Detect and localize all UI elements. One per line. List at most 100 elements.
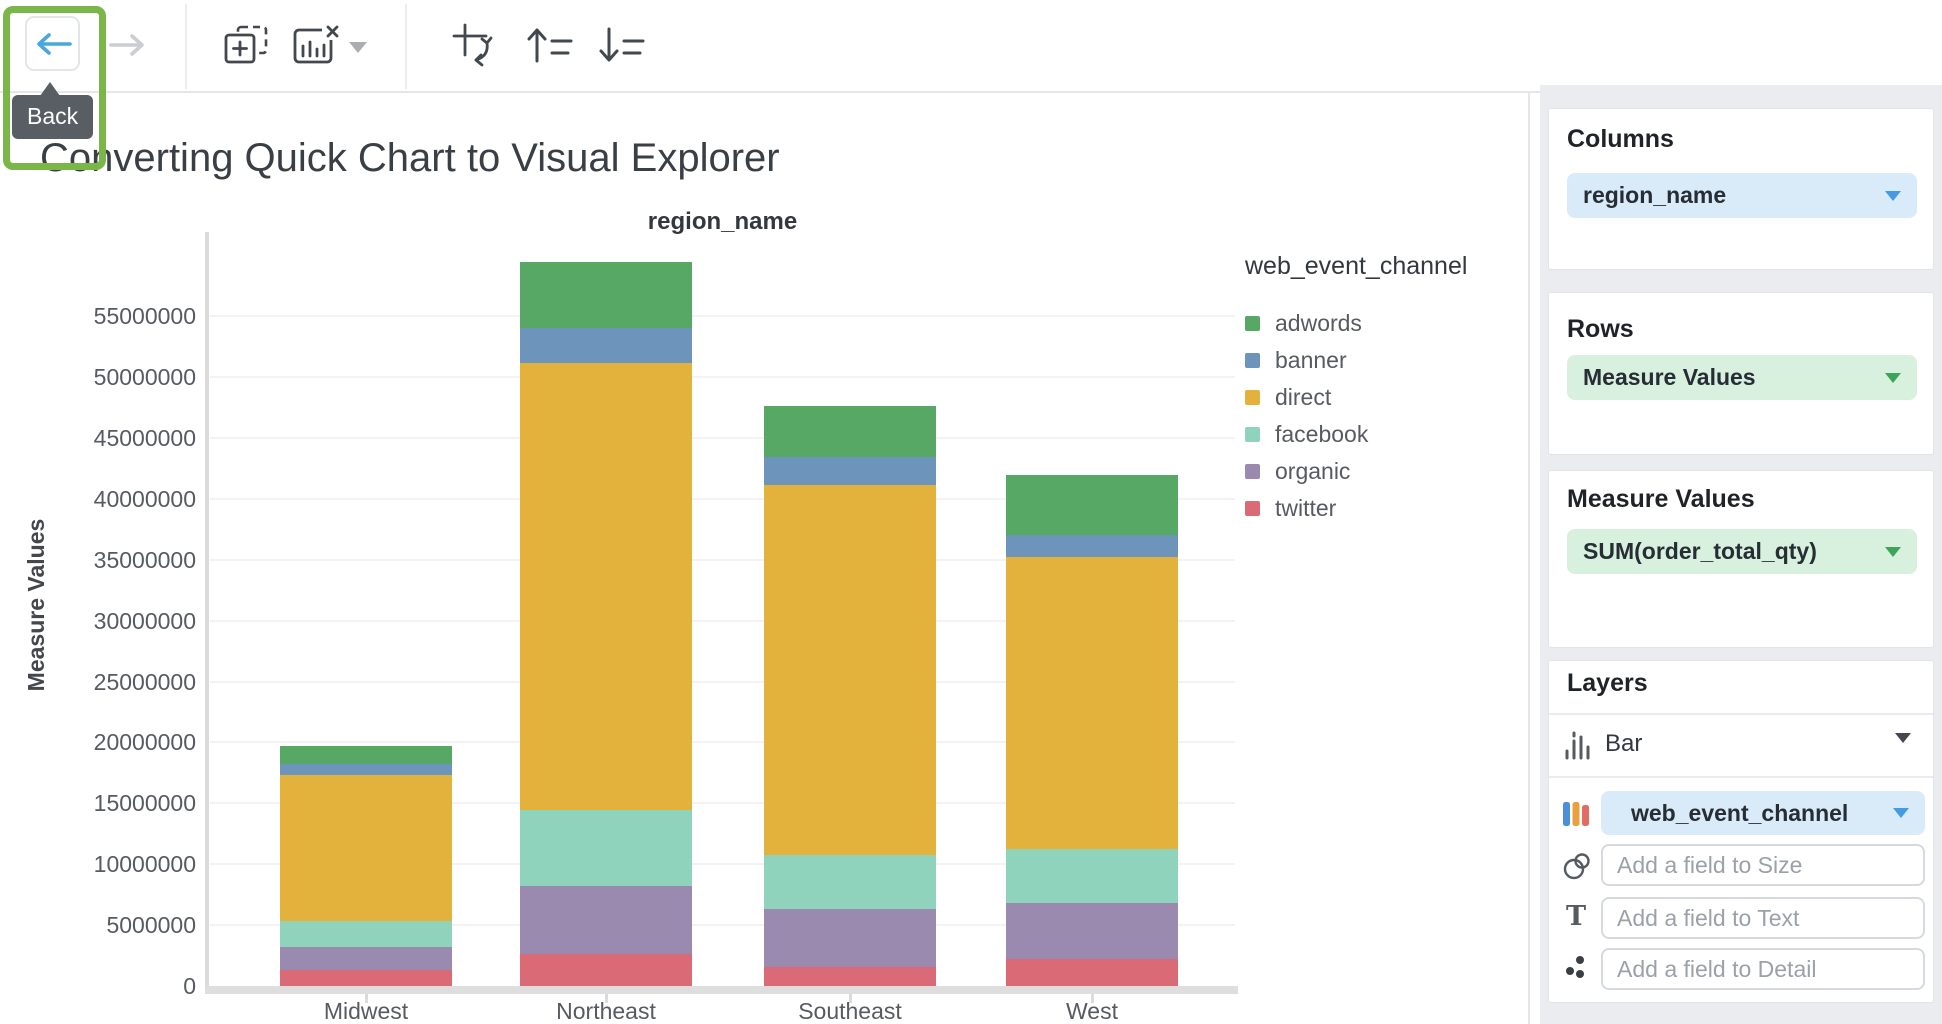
bar-segment-northeast-adwords[interactable] <box>520 262 692 328</box>
bar-segment-west-facebook[interactable] <box>1006 849 1178 903</box>
bar-segment-west-adwords[interactable] <box>1006 475 1178 535</box>
columns-field-label: region_name <box>1583 182 1727 208</box>
legend-title: web_event_channel <box>1245 252 1468 280</box>
back-tooltip: Back <box>12 95 94 139</box>
y-tick-label: 45000000 <box>93 424 196 451</box>
legend-item-twitter[interactable]: twitter <box>1245 490 1525 527</box>
y-tick-label: 55000000 <box>93 303 196 330</box>
y-axis-line <box>205 232 209 994</box>
layers-card: Layers Bar <box>1548 660 1934 1003</box>
legend-swatch-icon <box>1245 353 1260 368</box>
text-field-input[interactable] <box>1601 897 1925 939</box>
bar-segment-midwest-twitter[interactable] <box>280 970 452 986</box>
sort-descending-icon <box>597 26 645 64</box>
bar-segment-midwest-adwords[interactable] <box>280 746 452 764</box>
legend-swatch-icon <box>1245 464 1260 479</box>
bar-segment-southeast-adwords[interactable] <box>764 406 936 457</box>
bar-segment-northeast-direct[interactable] <box>520 363 692 810</box>
legend-label: banner <box>1275 347 1347 373</box>
layers-header: Layers <box>1567 669 1648 697</box>
detail-field-input[interactable] <box>1601 948 1925 990</box>
legend-item-organic[interactable]: organic <box>1245 453 1525 490</box>
bar-segment-northeast-organic[interactable] <box>520 886 692 954</box>
bar-segment-southeast-facebook[interactable] <box>764 855 936 909</box>
swap-axes-button[interactable] <box>450 22 500 68</box>
gridline <box>210 802 1235 805</box>
layer-mark-type[interactable]: Bar <box>1605 730 1643 757</box>
sort-ascending-button[interactable] <box>523 24 575 66</box>
legend-item-adwords[interactable]: adwords <box>1245 305 1525 342</box>
chart-title: region_name <box>647 208 798 235</box>
y-tick-label: 30000000 <box>93 607 196 634</box>
bar-segment-southeast-banner[interactable] <box>764 457 936 485</box>
x-tick-mark <box>605 994 608 1003</box>
add-element-button[interactable] <box>221 22 271 68</box>
x-axis-label: Southeast <box>798 998 902 1024</box>
measure-values-header: Measure Values <box>1567 485 1755 513</box>
bar-segment-midwest-organic[interactable] <box>280 947 452 970</box>
bar-segment-west-direct[interactable] <box>1006 557 1178 849</box>
size-field-input[interactable] <box>1601 844 1925 886</box>
forward-icon <box>108 32 148 58</box>
gridline <box>210 863 1235 866</box>
back-icon <box>33 31 73 57</box>
y-tick-label: 40000000 <box>93 485 196 512</box>
toolbar-divider <box>185 4 187 89</box>
legend: web_event_channel adwords banner direct fac… <box>1245 252 1525 527</box>
legend-item-facebook[interactable]: facebook <box>1245 416 1525 453</box>
legend-label: adwords <box>1275 310 1362 336</box>
chart-type-caret[interactable] <box>347 40 369 54</box>
color-field-pill[interactable]: web_event_channel <box>1601 791 1925 835</box>
color-icon <box>1562 801 1590 827</box>
bar-segment-west-banner[interactable] <box>1006 535 1178 557</box>
chevron-down-icon[interactable] <box>1885 546 1901 557</box>
legend-label: direct <box>1275 384 1332 410</box>
legend-item-direct[interactable]: direct <box>1245 379 1525 416</box>
x-tick-mark <box>849 994 852 1003</box>
sort-descending-button[interactable] <box>595 24 647 66</box>
gridline <box>210 436 1235 439</box>
x-tick-mark <box>1091 994 1094 1003</box>
bar-segment-southeast-organic[interactable] <box>764 909 936 967</box>
legend-label: facebook <box>1275 421 1369 447</box>
gridline <box>210 680 1235 683</box>
y-tick-label: 10000000 <box>93 851 196 878</box>
columns-header: Columns <box>1567 125 1674 153</box>
bar-segment-northeast-facebook[interactable] <box>520 810 692 886</box>
gridline <box>210 924 1235 927</box>
gridline <box>210 497 1235 500</box>
toolbar <box>0 0 1942 93</box>
chevron-down-icon[interactable] <box>1895 733 1911 743</box>
bar-segment-west-twitter[interactable] <box>1006 959 1178 986</box>
bar-segment-northeast-banner[interactable] <box>520 328 692 363</box>
bar-segment-midwest-banner[interactable] <box>280 764 452 775</box>
rows-card: Rows Measure Values <box>1548 292 1934 455</box>
swap-axes-icon <box>452 23 498 67</box>
bar-segment-midwest-direct[interactable] <box>280 775 452 921</box>
delete-chart-button[interactable] <box>290 22 342 68</box>
forward-button[interactable] <box>104 30 152 60</box>
config-panel: Columns region_name Rows Measure Values … <box>1540 85 1942 1024</box>
columns-field-pill[interactable]: region_name <box>1567 173 1917 218</box>
x-axis-label: Midwest <box>323 998 409 1024</box>
legend-label: organic <box>1275 458 1351 484</box>
bar-segment-west-organic[interactable] <box>1006 903 1178 959</box>
rows-header: Rows <box>1567 315 1634 343</box>
bar-segment-northeast-twitter[interactable] <box>520 954 692 986</box>
back-button-highlight-annotation <box>3 6 106 170</box>
gridline <box>210 315 1235 318</box>
chevron-down-icon[interactable] <box>1885 190 1901 201</box>
legend-swatch-icon <box>1245 390 1260 405</box>
bar-segment-midwest-facebook[interactable] <box>280 921 452 947</box>
chevron-down-icon[interactable] <box>1885 372 1901 383</box>
bar-segment-southeast-twitter[interactable] <box>764 967 936 986</box>
page-title: Converting Quick Chart to Visual Explore… <box>40 136 780 180</box>
measure-values-pill[interactable]: SUM(order_total_qty) <box>1567 529 1917 574</box>
gridline <box>210 619 1235 622</box>
rows-field-pill[interactable]: Measure Values <box>1567 355 1917 400</box>
y-tick-label: 0 <box>183 973 196 999</box>
back-button[interactable] <box>25 16 80 71</box>
chevron-down-icon[interactable] <box>1893 808 1909 818</box>
legend-item-banner[interactable]: banner <box>1245 342 1525 379</box>
bar-segment-southeast-direct[interactable] <box>764 485 936 855</box>
